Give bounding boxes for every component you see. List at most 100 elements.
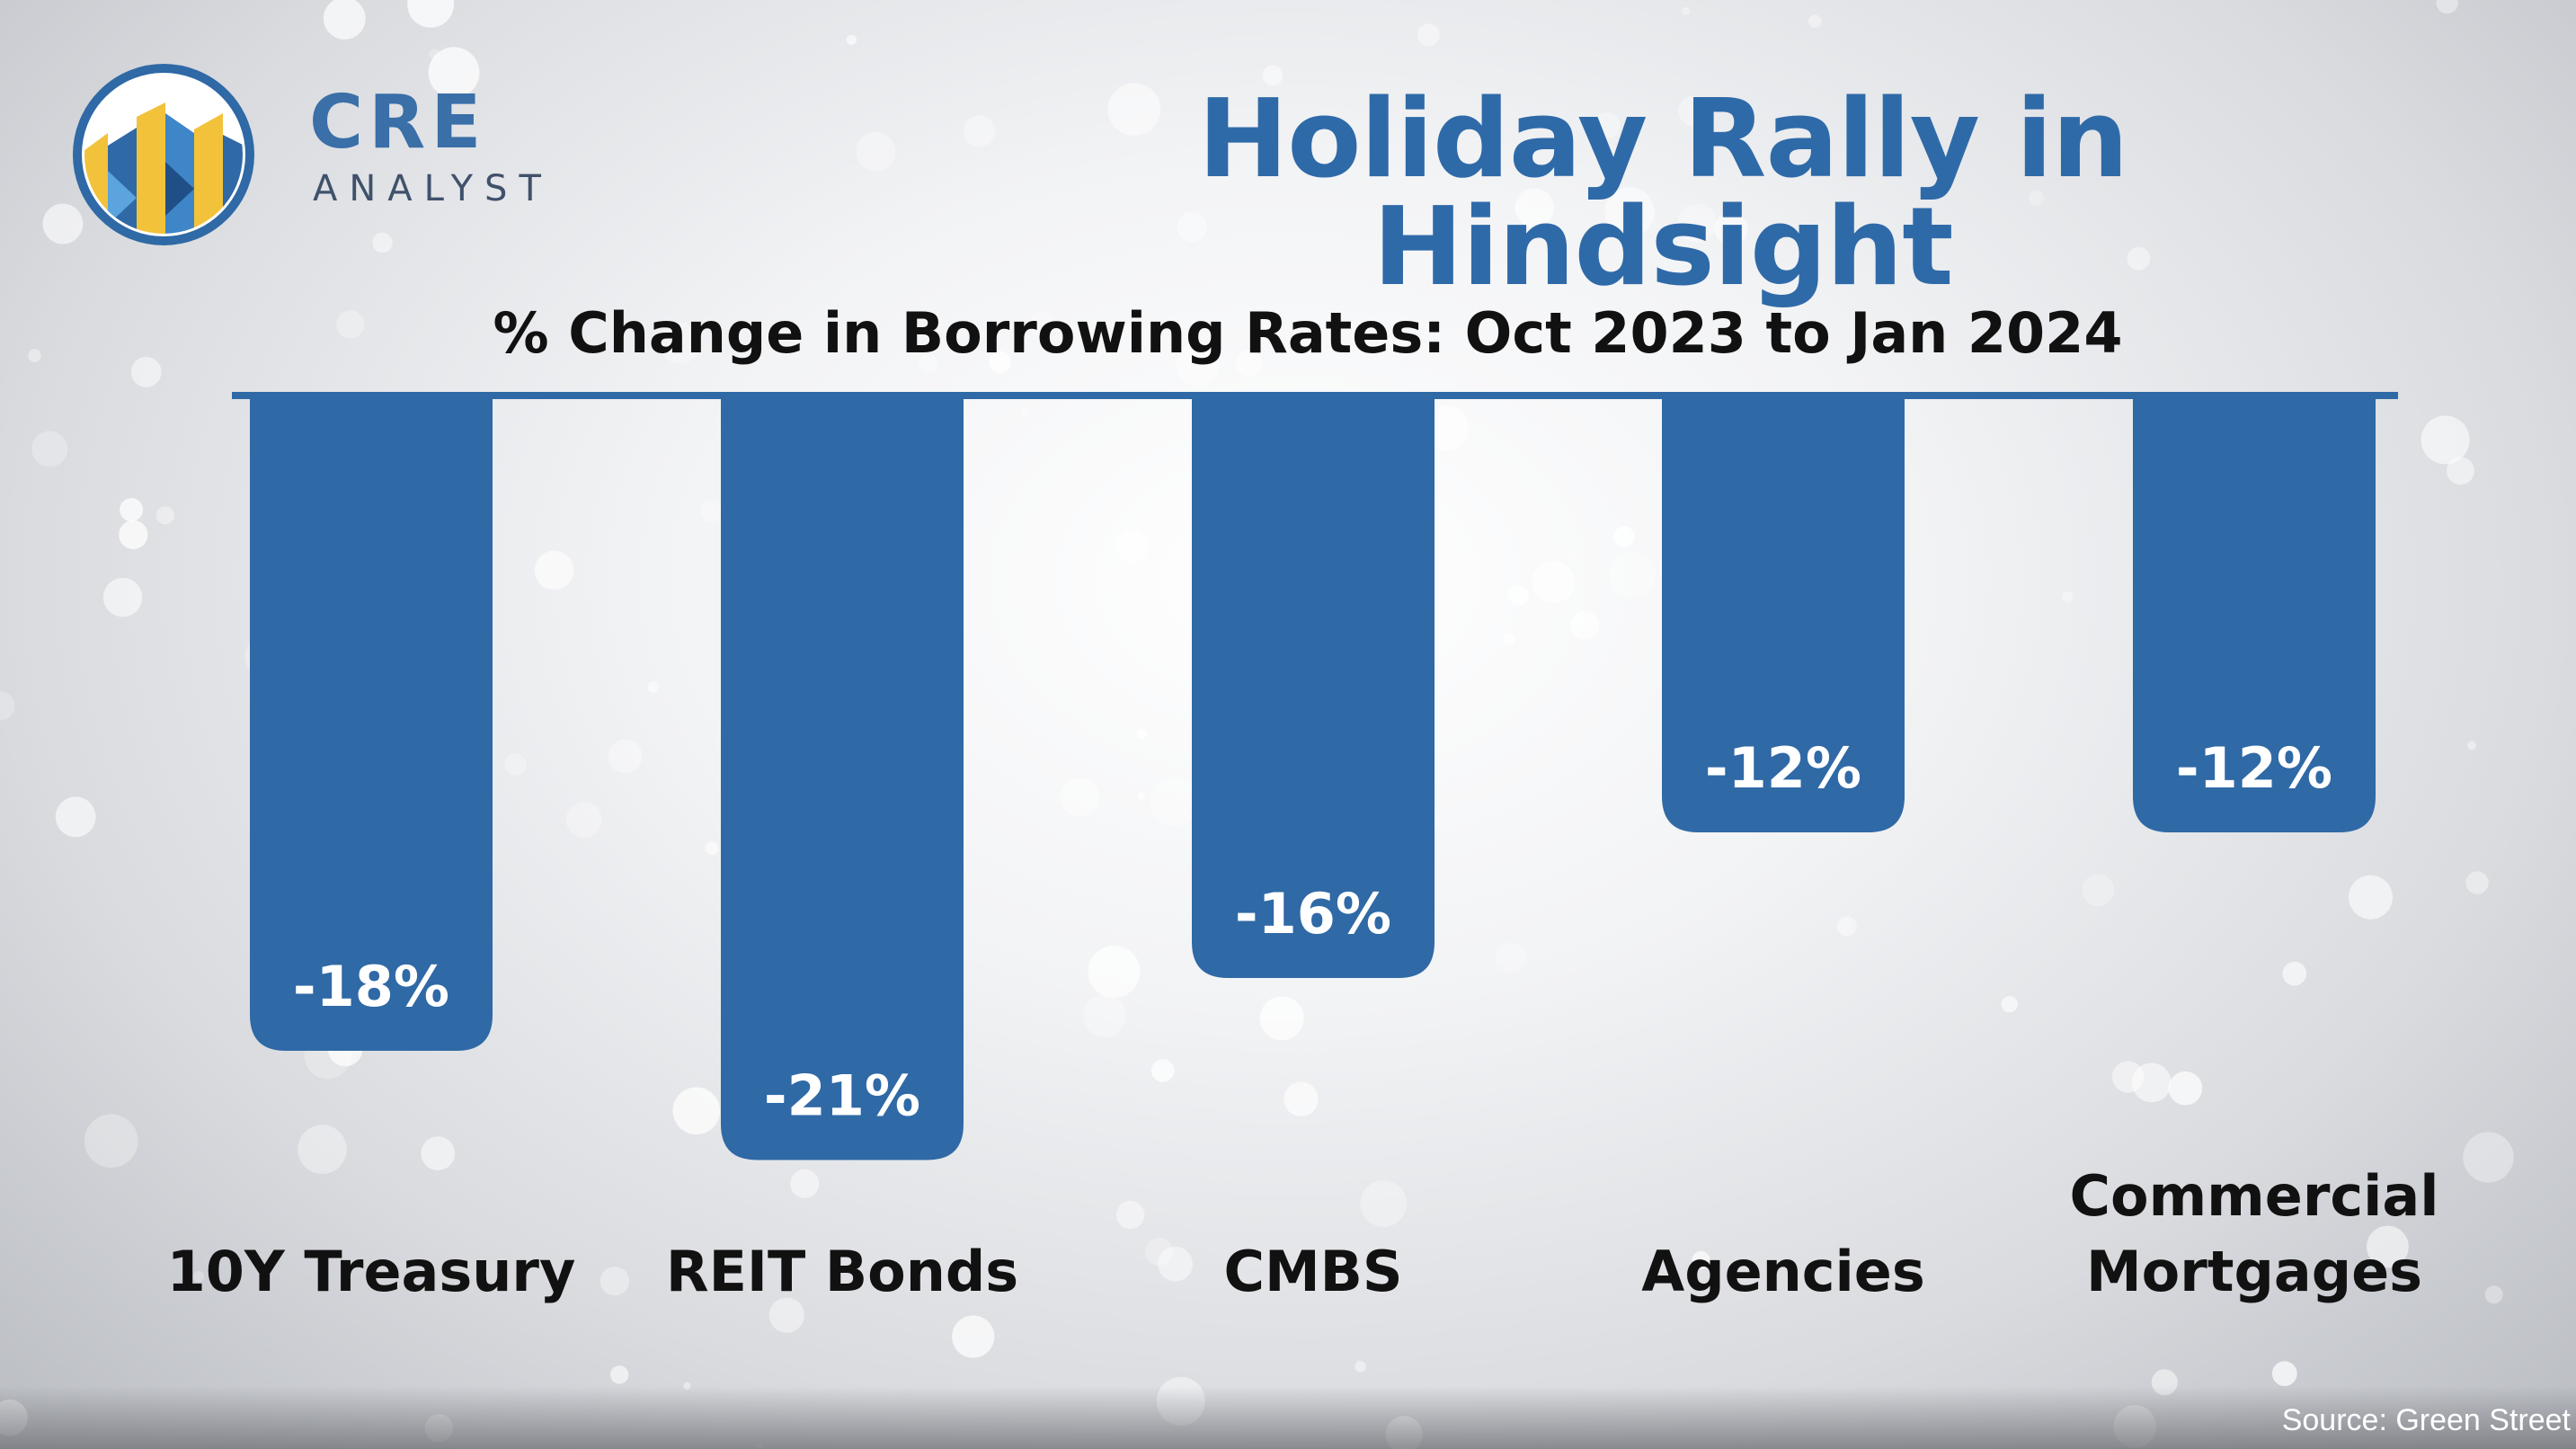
- bokeh-dot: [1158, 1246, 1193, 1282]
- bokeh-dot: [428, 47, 480, 99]
- bokeh-dot: [700, 500, 723, 522]
- category-label: CMBS: [1223, 1239, 1402, 1304]
- bokeh-dot: [647, 680, 660, 693]
- bokeh-dot: [1116, 1200, 1145, 1230]
- bokeh-dot: [2447, 457, 2474, 485]
- bokeh-dot: [1177, 211, 1207, 242]
- data-label: -12%: [1705, 735, 1861, 801]
- bokeh-dot: [130, 357, 162, 387]
- bokeh-dot: [421, 1136, 456, 1170]
- bokeh-dot: [84, 1114, 138, 1169]
- category-label: REIT Bonds: [666, 1239, 1018, 1304]
- category-label: Commercial: [2069, 1163, 2438, 1229]
- chart-title: % Change in Borrowing Rates: Oct 2023 to…: [493, 300, 2123, 366]
- bokeh-dot: [2349, 875, 2393, 920]
- bokeh-dot: [1594, 111, 1621, 138]
- bokeh-dot: [659, 322, 702, 364]
- bokeh-dot: [856, 132, 896, 172]
- bokeh-dot: [1507, 584, 1529, 606]
- bokeh-dot: [1083, 993, 1126, 1037]
- bokeh-dot: [565, 801, 602, 838]
- bokeh-dot: [1678, 95, 1710, 127]
- bokeh-dot: [1417, 23, 1440, 47]
- bokeh-dot: [1570, 610, 1600, 640]
- bokeh-dot: [919, 353, 937, 373]
- bokeh-dot: [790, 1169, 820, 1198]
- page-title: Holiday Rally in Hindsight: [1197, 77, 2129, 310]
- bokeh-dot: [2282, 961, 2307, 986]
- bokeh-dot: [0, 691, 15, 721]
- bokeh-dot: [2421, 415, 2470, 465]
- bokeh-dot: [1503, 633, 1515, 645]
- bokeh-dot: [600, 1267, 630, 1296]
- bokeh-dot: [1107, 83, 1161, 136]
- bokeh-dot: [42, 203, 84, 244]
- bokeh-dot: [1613, 526, 1635, 548]
- bokeh-dot: [1532, 560, 1575, 604]
- bokeh-dot: [1020, 407, 1028, 415]
- bokeh-dot: [2062, 591, 2074, 603]
- bokeh-dot: [1355, 1361, 1366, 1373]
- bokeh-dot: [1692, 1250, 1710, 1269]
- bokeh-dot: [2436, 0, 2458, 14]
- data-label: -21%: [764, 1063, 920, 1129]
- bokeh-dot: [1609, 551, 1656, 598]
- bokeh-dot: [1677, 203, 1717, 243]
- bokeh-dot: [298, 1125, 347, 1174]
- bokeh-dot: [1714, 212, 1748, 246]
- bokeh-dot: [2082, 874, 2115, 907]
- bokeh-dot: [336, 310, 365, 339]
- category-label: Agencies: [1641, 1239, 1925, 1304]
- data-label: -12%: [2176, 735, 2332, 801]
- bokeh-dot: [504, 753, 527, 776]
- bokeh-dot: [2271, 1361, 2297, 1386]
- bokeh-dot: [1604, 187, 1655, 237]
- brand-name: CRE: [309, 80, 487, 165]
- bokeh-dot: [192, 1271, 205, 1283]
- bokeh-dot: [1137, 792, 1146, 801]
- bokeh-dot: [1590, 138, 1603, 150]
- bokeh-dot: [952, 1315, 995, 1358]
- bokeh-dot: [768, 1297, 804, 1333]
- bokeh-dot: [2467, 741, 2476, 751]
- bokeh-dot: [964, 115, 995, 147]
- bokeh-dot: [610, 1365, 629, 1384]
- data-label: -16%: [1235, 881, 1391, 947]
- bokeh-dot: [2127, 246, 2151, 271]
- bokeh-dot: [429, 49, 440, 60]
- bokeh-dot: [1150, 777, 1200, 827]
- bokeh-dot: [2463, 1132, 2514, 1183]
- bokeh-dot: [31, 431, 68, 467]
- bokeh-dot: [323, 0, 366, 40]
- bokeh-dot: [1150, 1059, 1175, 1082]
- category-label: Mortgages: [2086, 1239, 2422, 1304]
- bokeh-dot: [1360, 1180, 1408, 1227]
- bokeh-dot: [119, 520, 148, 550]
- bokeh-dot: [2367, 1225, 2409, 1268]
- bokeh-dot: [534, 550, 574, 591]
- bokeh-dot: [1424, 405, 1470, 451]
- bokeh-dot: [989, 351, 1011, 373]
- bokeh-dot: [1030, 310, 1056, 336]
- bokeh-dot: [1145, 1238, 1173, 1267]
- bar: [1192, 396, 1435, 978]
- category-label: 10Y Treasury: [167, 1239, 576, 1304]
- bokeh-dot: [1682, 6, 1691, 15]
- bokeh-dot: [2029, 191, 2044, 206]
- bokeh-dot: [608, 739, 643, 774]
- bokeh-dot: [1088, 945, 1141, 998]
- cre-analyst-logo-icon: [72, 63, 255, 246]
- bokeh-dot: [102, 577, 143, 618]
- bokeh-dot: [1566, 551, 1577, 563]
- bokeh-dot: [55, 796, 96, 838]
- bokeh-dot: [1235, 350, 1262, 377]
- bar: [1662, 396, 1905, 832]
- bokeh-dot: [28, 349, 41, 362]
- bokeh-dot: [2001, 996, 2018, 1013]
- bar: [250, 396, 493, 1051]
- bokeh-dot: [1515, 188, 1554, 227]
- data-label: -18%: [293, 954, 449, 1019]
- bokeh-dot: [1808, 14, 1822, 28]
- bokeh-dot: [1836, 916, 1857, 937]
